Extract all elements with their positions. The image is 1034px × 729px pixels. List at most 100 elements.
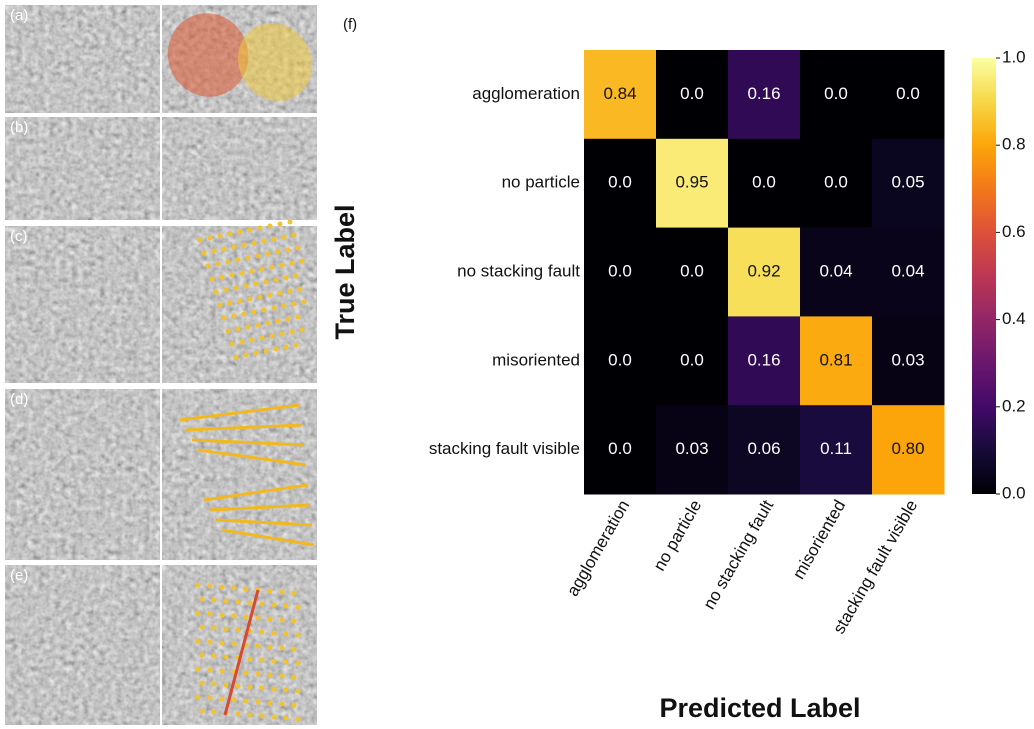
overlay-dot — [212, 598, 217, 603]
overlay-dot — [200, 709, 205, 714]
overlay-dot — [260, 686, 265, 691]
overlay-dot — [234, 286, 239, 291]
overlay-dot — [272, 659, 277, 664]
overlay-dot — [280, 702, 285, 707]
overlay-dot — [236, 600, 241, 605]
overlay-dot — [256, 672, 261, 677]
overlay-dot — [222, 247, 227, 252]
overlay-dot — [230, 273, 235, 278]
cell-label: 0.11 — [820, 439, 852, 458]
overlay-dot — [206, 264, 211, 269]
overlay-dot — [272, 715, 277, 720]
overlay-dot — [232, 314, 237, 319]
micrograph — [162, 565, 317, 725]
overlay-dot — [224, 655, 229, 660]
overlay-dot — [224, 627, 229, 632]
overlay-dot — [256, 323, 261, 328]
overlay-dot — [284, 632, 289, 637]
overlay-dot — [278, 291, 283, 296]
overlay-dot — [256, 254, 261, 259]
panel-label: (f) — [343, 16, 357, 33]
overlay-dot — [234, 355, 239, 360]
panel-label: (e) — [10, 567, 28, 584]
overlay-dot — [260, 658, 265, 663]
overlay-dot — [278, 222, 283, 227]
overlay-dot — [220, 697, 225, 702]
overlay-dot — [224, 288, 229, 293]
overlay-dot — [236, 712, 241, 717]
page: {"figure": {"panels": ["(a)", "(b)", "(c… — [0, 0, 1034, 729]
overlay-dot — [268, 645, 273, 650]
y-tick-label: no particle — [502, 173, 580, 192]
overlay-dot — [218, 234, 223, 239]
overlay-dot — [196, 667, 201, 672]
overlay-dot — [220, 585, 225, 590]
overlay-dot — [220, 275, 225, 280]
overlay-dot — [286, 248, 291, 253]
overlay-dot — [256, 616, 261, 621]
overlay-dot — [224, 683, 229, 688]
overlay-dot — [276, 250, 281, 255]
overlay-dot — [256, 700, 261, 705]
overlay-dot — [300, 328, 305, 333]
overlay-dot — [248, 657, 253, 662]
overlay-dot — [296, 246, 301, 251]
overlay-dot — [238, 230, 243, 235]
x-axis-title: Predicted Label — [659, 693, 860, 723]
cell-label: 0.0 — [680, 261, 704, 280]
overlay-dot — [260, 630, 265, 635]
colorbar-tick-label: 0.0 — [1002, 483, 1026, 502]
overlay-dot — [268, 224, 273, 229]
overlay-dot — [272, 603, 277, 608]
overlay-dot — [248, 228, 253, 233]
overlay-dot — [268, 673, 273, 678]
figure: (a) (b) (c) (d) (e) (f) True Label Predi… — [0, 0, 1034, 729]
colorbar-tick-label: 0.8 — [1002, 135, 1026, 154]
y-tick-label: stacking fault visible — [429, 439, 580, 458]
overlay-dot — [200, 597, 205, 602]
overlay-dot — [226, 260, 231, 265]
overlay-dot — [284, 688, 289, 693]
overlay-dot — [208, 236, 213, 241]
cell-label: 0.0 — [680, 84, 704, 103]
overlay-dot — [212, 626, 217, 631]
overlay-dot — [258, 295, 263, 300]
overlay-dot — [202, 251, 207, 256]
cell-label: 0.04 — [891, 261, 924, 280]
colorbar-tick-label: 0.2 — [1002, 396, 1026, 415]
overlay-dot — [208, 584, 213, 589]
overlay-dot — [298, 287, 303, 292]
y-tick-label: no stacking fault — [457, 261, 580, 280]
overlay-dot — [292, 647, 297, 652]
cell-label: 0.0 — [608, 261, 632, 280]
overlay-dot — [220, 641, 225, 646]
overlay-dot — [248, 713, 253, 718]
overlay-dot — [260, 602, 265, 607]
overlay-dot — [212, 654, 217, 659]
cell-label: 0.0 — [824, 173, 848, 192]
overlay-dot — [210, 277, 215, 282]
overlay-dot — [244, 284, 249, 289]
overlay-dot — [274, 278, 279, 283]
overlay-dot — [232, 642, 237, 647]
overlay-dot — [196, 695, 201, 700]
overlay-dot — [262, 308, 267, 313]
overlay-dot — [282, 235, 287, 240]
overlay-dot — [222, 316, 227, 321]
cell-label: 0.0 — [824, 84, 848, 103]
overlay-dot — [238, 299, 243, 304]
overlay-dot — [254, 351, 259, 356]
overlay-dot — [244, 699, 249, 704]
overlay-dot — [264, 349, 269, 354]
overlay-dot — [284, 276, 289, 281]
overlay-dot — [268, 617, 273, 622]
overlay-dot — [230, 342, 235, 347]
cell-label: 0.0 — [680, 350, 704, 369]
overlay-dot — [218, 303, 223, 308]
overlay-dot — [284, 604, 289, 609]
overlay-dot — [200, 653, 205, 658]
overlay-dot — [272, 631, 277, 636]
overlay-dot — [224, 599, 229, 604]
overlay-dot — [266, 321, 271, 326]
overlay-dot — [200, 681, 205, 686]
